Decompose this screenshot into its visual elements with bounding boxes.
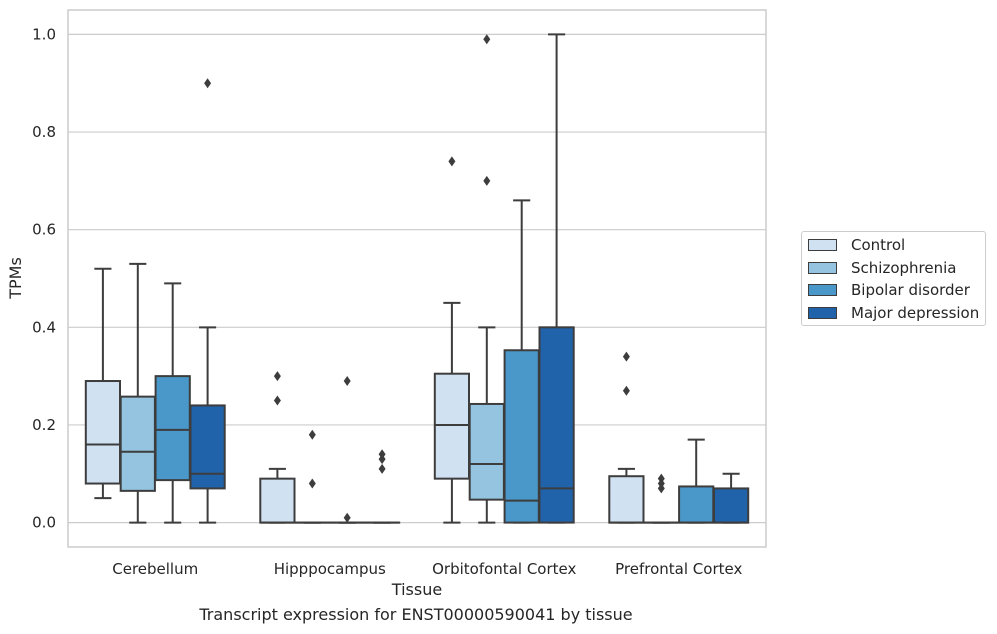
legend-item-control: Control	[808, 235, 905, 255]
box-1-1	[294, 429, 331, 524]
box-1-0	[259, 371, 296, 524]
y-axis-label: TPMs	[6, 257, 25, 300]
x-tick-label: Orbitofontal Cortex	[432, 560, 576, 578]
x-axis-label: Tissue	[391, 580, 442, 599]
legend-swatch-bipolar-disorder	[808, 284, 837, 296]
outlier-point	[657, 483, 665, 494]
y-tick-label: 0.0	[32, 514, 56, 532]
legend-swatch-major-depression	[808, 307, 837, 319]
box-iqr	[189, 404, 226, 490]
box-iqr	[468, 402, 505, 501]
box-0-0	[84, 267, 122, 500]
legend-label-bipolar-disorder: Bipolar disorder	[851, 281, 970, 299]
legend-item-bipolar-disorder: Bipolar disorder	[808, 280, 970, 300]
outlier-point	[622, 351, 630, 362]
x-tick-label: Cerebellum	[112, 560, 198, 578]
legend-swatch-schizophrenia	[808, 262, 837, 274]
outlier-point	[308, 429, 316, 440]
boxes	[84, 33, 750, 524]
x-tick-label: Hipppocampus	[274, 560, 386, 578]
box-3-3	[712, 472, 750, 524]
outlier-point	[483, 34, 491, 45]
box-0-1	[119, 262, 156, 524]
box-iqr	[119, 395, 156, 492]
outlier-point	[483, 175, 491, 186]
outlier-point	[308, 478, 316, 489]
legend: Control Schizophrenia Bipolar disorder M…	[801, 231, 986, 326]
y-tick-label: 0.4	[32, 318, 56, 336]
box-iqr	[433, 372, 471, 480]
y-tick-label: 0.2	[32, 416, 56, 434]
box-iqr	[503, 349, 540, 524]
chart-caption: Transcript expression for ENST0000059004…	[199, 605, 633, 624]
box-3-1	[643, 473, 680, 524]
outlier-point	[204, 78, 212, 89]
x-tick-label: Prefrontal Cortex	[615, 560, 742, 578]
outlier-point	[273, 371, 281, 382]
box-1-2	[329, 376, 366, 524]
box-3-0	[608, 351, 645, 524]
box-iqr	[712, 487, 750, 524]
box-iqr	[259, 477, 296, 524]
outlier-point	[343, 512, 351, 523]
box-3-2	[678, 438, 715, 524]
legend-item-major-depression: Major depression	[808, 303, 979, 323]
box-iqr	[154, 375, 191, 482]
x-tick-labels: Cerebellum Hipppocampus Orbitofontal Corte…	[112, 560, 742, 578]
box-2-2	[503, 199, 540, 524]
box-iqr	[84, 380, 122, 485]
box-2-3	[538, 33, 575, 524]
box-2-1	[468, 34, 505, 524]
box-0-3	[189, 78, 226, 524]
box-iqr	[608, 475, 645, 524]
box-iqr	[538, 326, 575, 524]
plot-frame	[67, 9, 767, 548]
y-tick-labels: 0.0 0.2 0.4 0.6 0.8 1.0	[32, 25, 56, 531]
outlier-point	[378, 454, 386, 465]
box-iqr	[678, 485, 715, 524]
legend-swatch-control	[808, 239, 837, 251]
y-tick-label: 0.8	[32, 123, 56, 141]
outlier-point	[273, 395, 281, 406]
legend-label-major-depression: Major depression	[851, 304, 980, 322]
box-0-2	[154, 282, 191, 524]
legend-label-control: Control	[851, 236, 906, 254]
outlier-point	[378, 463, 386, 474]
outlier-point	[343, 376, 351, 387]
legend-label-schizophrenia: Schizophrenia	[851, 259, 957, 277]
y-tick-label: 1.0	[32, 25, 56, 43]
y-tick-label: 0.6	[32, 221, 56, 239]
legend-item-schizophrenia: Schizophrenia	[808, 258, 956, 278]
box-2-0	[433, 156, 471, 524]
box-1-3	[363, 449, 401, 524]
outlier-point	[448, 156, 456, 167]
outlier-point	[622, 385, 630, 396]
